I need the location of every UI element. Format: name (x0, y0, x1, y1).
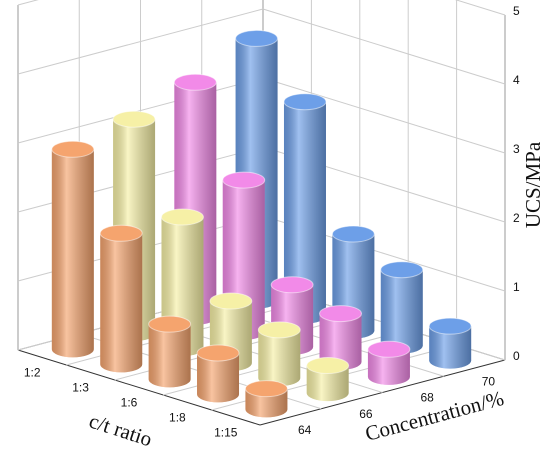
z-tick-label: 4 (513, 73, 520, 87)
x-tick-label: 1:15 (214, 426, 238, 440)
bar-shade (283, 101, 326, 324)
bar (428, 317, 472, 369)
y-tick-label: 70 (482, 374, 496, 388)
y-tick-label: 68 (420, 391, 434, 405)
bar-shade (258, 329, 301, 387)
bar-top (283, 93, 327, 111)
bar-top (270, 276, 314, 294)
y-tick-label: 66 (359, 407, 373, 421)
y-axis-title: Concentration/% (363, 386, 507, 446)
bar-top (235, 29, 279, 47)
bar-top (51, 140, 95, 158)
bar (306, 357, 350, 402)
grid-line (262, 8, 506, 85)
x-tick-label: 1:3 (72, 381, 89, 395)
bar-shade (100, 233, 143, 373)
z-tick-label: 3 (513, 142, 520, 156)
bar-top (173, 73, 217, 91)
bar (99, 224, 143, 373)
bar-top (209, 292, 253, 310)
bar-top (160, 208, 204, 226)
bar-shade (380, 269, 423, 354)
bar (51, 140, 95, 358)
bar-shade (367, 349, 410, 385)
bar-top (319, 305, 363, 323)
z-tick-label: 1 (513, 280, 520, 294)
bar-top (367, 340, 411, 358)
bar-top (306, 357, 350, 375)
bar-shade (51, 149, 94, 358)
z-tick-label: 5 (513, 4, 520, 18)
bar-top (196, 344, 240, 362)
grid-line (454, 0, 506, 16)
bar-shade (197, 352, 240, 403)
bar (283, 93, 327, 324)
bar-top (222, 171, 266, 189)
bar-top (244, 380, 288, 398)
x-tick-label: 1:2 (24, 366, 41, 380)
bar (380, 261, 424, 354)
y-tick-label: 64 (298, 423, 312, 437)
bar-top (257, 321, 301, 339)
x-axis-title: c/t ratio (86, 409, 155, 452)
bar-shade (429, 326, 472, 369)
bar-top (112, 110, 156, 128)
x-tick-label: 1:6 (121, 396, 138, 410)
x-tick-label: 1:8 (169, 411, 186, 425)
z-tick-label: 2 (513, 211, 520, 225)
bar (244, 380, 288, 418)
bar-top (380, 261, 424, 279)
bar-shade (148, 324, 191, 388)
bar-top (148, 315, 192, 333)
bar (319, 305, 363, 370)
bar-top (99, 224, 143, 242)
bar (257, 321, 301, 387)
bar-top (428, 317, 472, 335)
bar-shade (319, 313, 362, 370)
bar (196, 344, 240, 403)
bar (367, 340, 411, 385)
z-axis-title: UCS/MPa (521, 141, 545, 228)
bar-top (331, 225, 375, 243)
z-tick-label: 0 (513, 349, 520, 363)
floor-edge (17, 349, 261, 426)
bar (148, 315, 192, 388)
bar-shade (306, 365, 349, 402)
grid-line (262, 77, 506, 154)
